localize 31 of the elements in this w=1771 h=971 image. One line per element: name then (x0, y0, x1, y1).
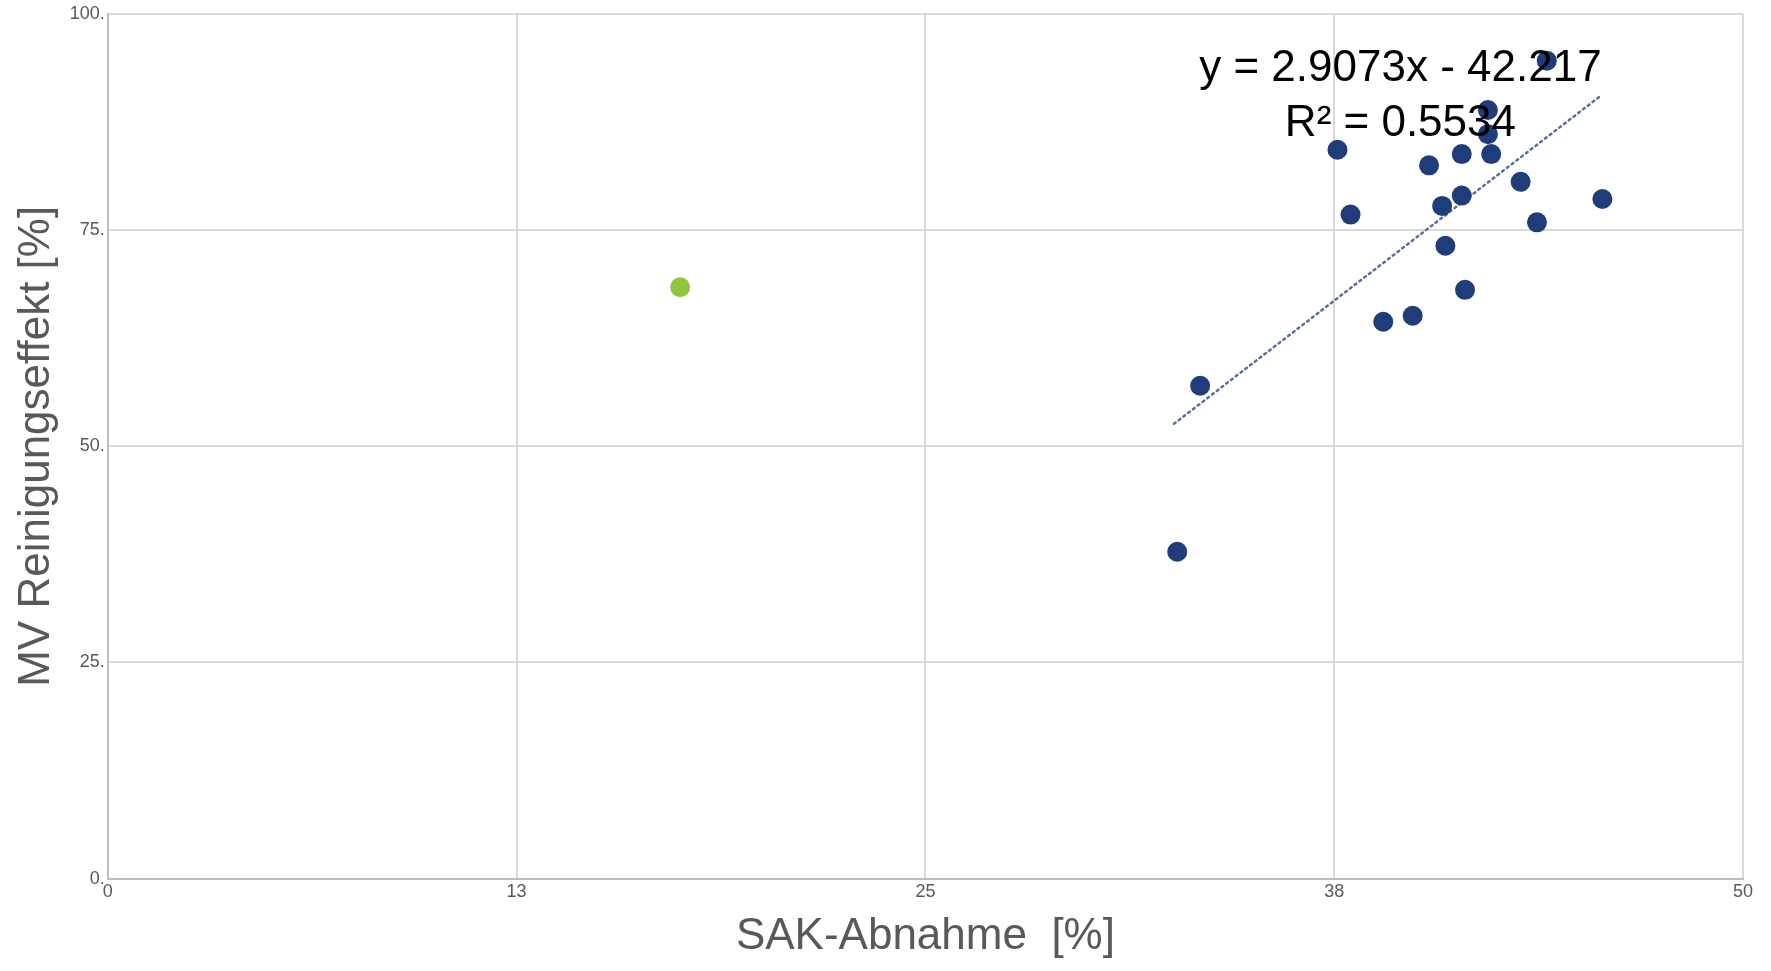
y-axis-title: MV Reinigungseffekt [%] (8, 205, 58, 687)
point (1451, 185, 1472, 206)
point (1592, 189, 1613, 210)
annotation: y = 2.9073x - 42.217 (1199, 41, 1602, 91)
point (1432, 195, 1453, 216)
y-tick-label: 50. (79, 435, 105, 456)
point (1340, 204, 1361, 225)
point (1526, 212, 1547, 233)
x-tick-label: 25 (915, 881, 936, 902)
point (1435, 235, 1456, 256)
annotation: R² = 0.5534 (1284, 96, 1517, 146)
point (1481, 144, 1502, 165)
x-tick-label: 38 (1324, 881, 1345, 902)
point (1373, 311, 1394, 332)
point (1167, 541, 1188, 562)
point (1190, 375, 1211, 396)
point (1419, 155, 1440, 176)
y-tick-label: 100. (69, 2, 105, 23)
y-tick-label: 75. (79, 219, 105, 240)
x-tick-label: 50 (1732, 881, 1754, 902)
y-tick-label: 25. (79, 651, 105, 672)
point (1451, 144, 1472, 165)
x-axis-title: SAK-Abnahme [%] (735, 908, 1115, 958)
point (1455, 279, 1476, 300)
point (1510, 171, 1531, 192)
point (670, 277, 691, 298)
point (1402, 305, 1423, 326)
point (1327, 139, 1348, 160)
x-tick-label: 13 (506, 881, 527, 902)
y-tick-label: 0. (89, 867, 105, 888)
x-tick-label: 0 (102, 881, 113, 902)
